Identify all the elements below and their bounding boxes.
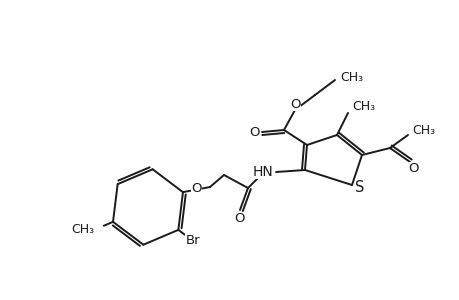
Text: CH₃: CH₃ <box>71 223 95 236</box>
Text: O: O <box>408 161 418 175</box>
Text: O: O <box>191 182 202 196</box>
Text: HN: HN <box>252 165 272 179</box>
Text: CH₃: CH₃ <box>411 124 434 137</box>
Text: CH₃: CH₃ <box>351 100 374 113</box>
Text: Br: Br <box>185 234 200 247</box>
Text: CH₃: CH₃ <box>339 70 362 83</box>
Text: O: O <box>234 212 245 226</box>
Text: S: S <box>354 181 364 196</box>
Text: O: O <box>290 98 301 110</box>
Text: O: O <box>249 125 260 139</box>
